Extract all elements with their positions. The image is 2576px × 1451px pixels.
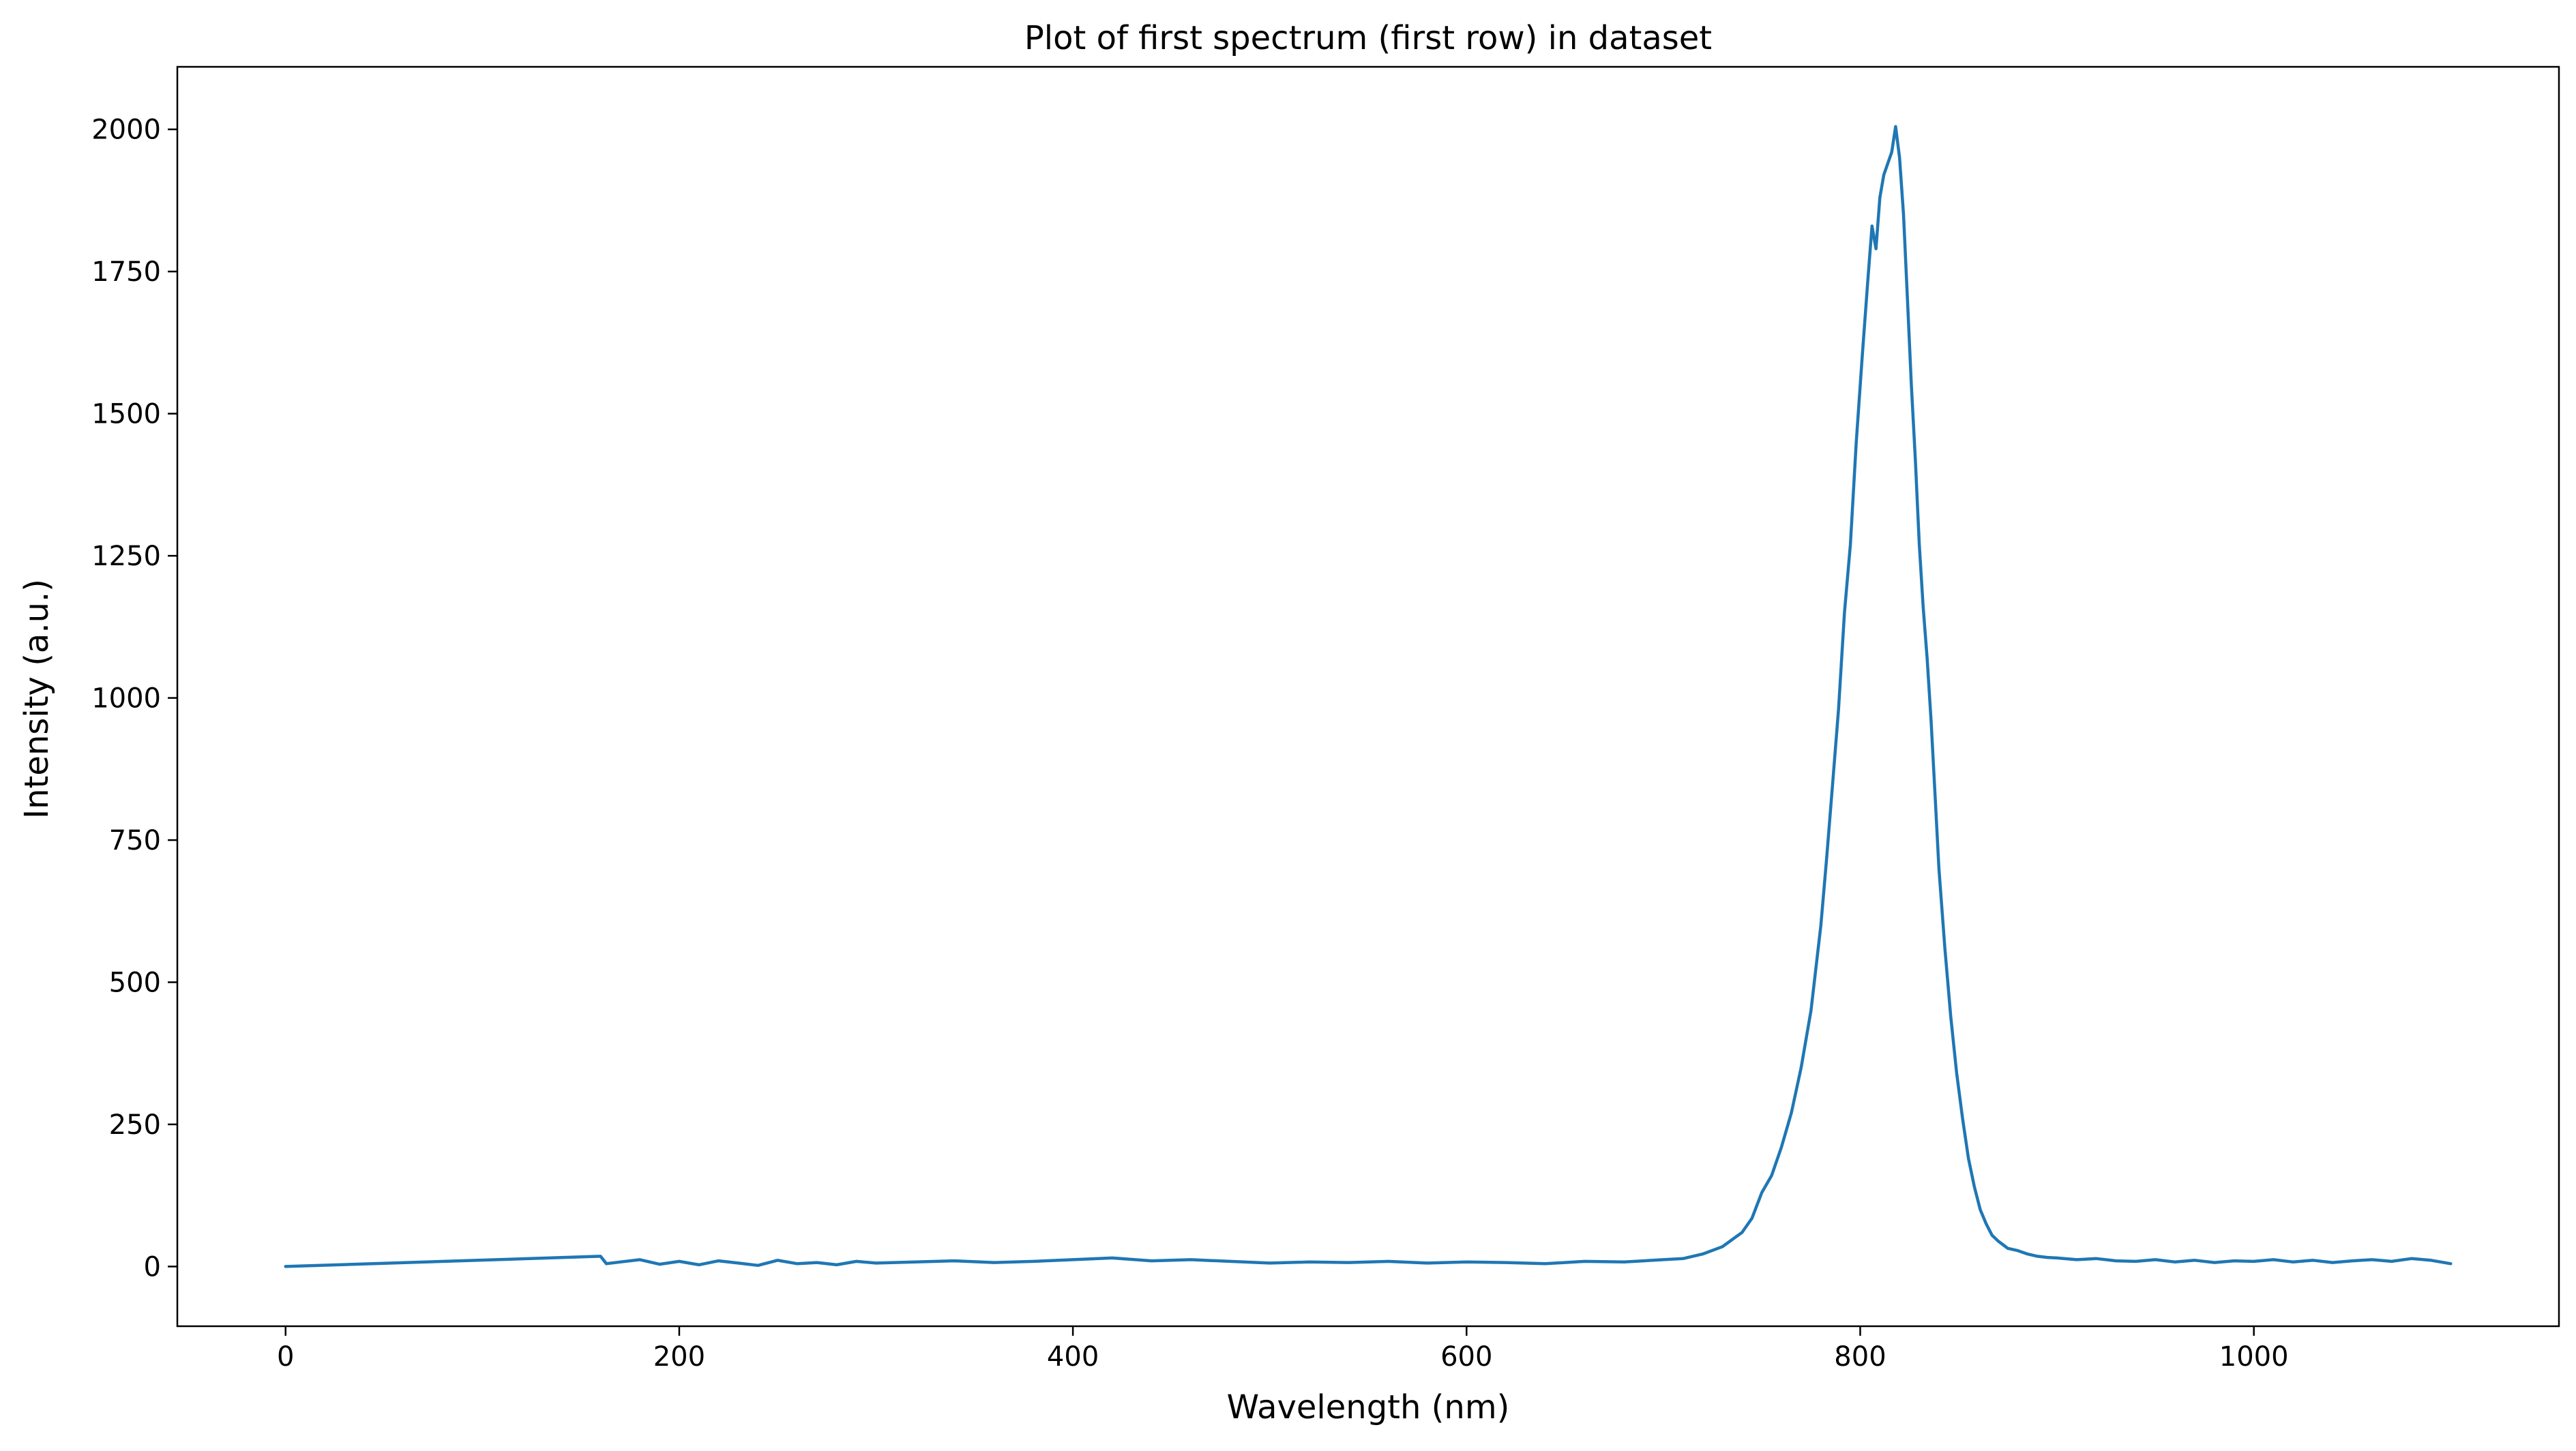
- y-tick-label: 2000: [91, 115, 161, 146]
- x-tick-label: 400: [1047, 1341, 1099, 1373]
- y-tick-label: 250: [109, 1109, 161, 1141]
- x-axis-ticks: 0 200 400 600 800 1000: [277, 1326, 2289, 1373]
- chart-title: Plot of first spectrum (first row) in da…: [1024, 19, 1712, 57]
- x-axis-label: Wavelength (nm): [1227, 1388, 1510, 1426]
- x-tick-label: 600: [1440, 1341, 1492, 1373]
- x-tick-label: 0: [277, 1341, 294, 1373]
- y-tick-label: 1250: [91, 541, 161, 572]
- y-tick-label: 1750: [91, 256, 161, 288]
- x-tick-label: 200: [653, 1341, 705, 1373]
- y-tick-label: 1500: [91, 399, 161, 430]
- y-tick-label: 1000: [91, 683, 161, 715]
- y-tick-label: 500: [109, 968, 161, 999]
- x-tick-label: 800: [1834, 1341, 1886, 1373]
- y-axis-label: Intensity (a.u.): [18, 579, 56, 819]
- axes-frame: [176, 65, 2560, 1328]
- plot-area: [284, 125, 2453, 1268]
- y-axis-ticks: 0 250 500 750 1000 1250 1500 1750 2000: [91, 115, 177, 1283]
- x-tick-label: 1000: [2219, 1341, 2289, 1373]
- y-tick-label: 0: [144, 1251, 161, 1283]
- series-line-spectrum: [284, 125, 2453, 1268]
- y-tick-label: 750: [109, 825, 161, 856]
